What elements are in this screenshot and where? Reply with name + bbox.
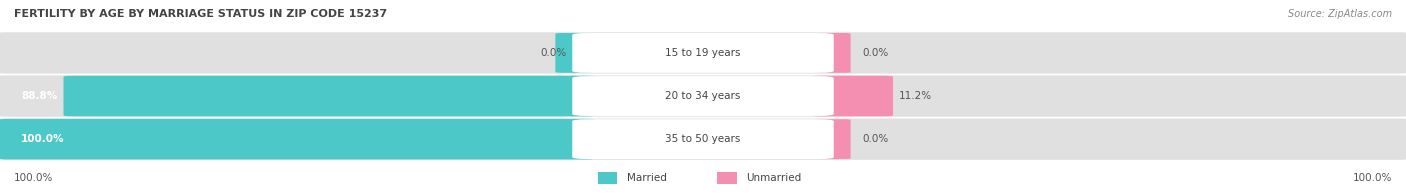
Text: 15 to 19 years: 15 to 19 years	[665, 48, 741, 58]
FancyBboxPatch shape	[572, 76, 834, 116]
Text: 35 to 50 years: 35 to 50 years	[665, 134, 741, 144]
Text: FERTILITY BY AGE BY MARRIAGE STATUS IN ZIP CODE 15237: FERTILITY BY AGE BY MARRIAGE STATUS IN Z…	[14, 9, 387, 19]
FancyBboxPatch shape	[0, 75, 1406, 117]
FancyBboxPatch shape	[555, 33, 592, 73]
FancyBboxPatch shape	[814, 119, 851, 159]
FancyBboxPatch shape	[598, 172, 617, 184]
Text: 100.0%: 100.0%	[21, 134, 65, 144]
FancyBboxPatch shape	[0, 119, 595, 160]
Text: Unmarried: Unmarried	[747, 173, 801, 183]
FancyBboxPatch shape	[572, 119, 834, 159]
Text: 88.8%: 88.8%	[21, 91, 58, 101]
FancyBboxPatch shape	[63, 76, 595, 116]
FancyBboxPatch shape	[717, 172, 737, 184]
Text: 0.0%: 0.0%	[862, 48, 889, 58]
FancyBboxPatch shape	[811, 76, 893, 116]
Text: 100.0%: 100.0%	[14, 173, 53, 183]
Text: 20 to 34 years: 20 to 34 years	[665, 91, 741, 101]
FancyBboxPatch shape	[814, 33, 851, 73]
Text: Source: ZipAtlas.com: Source: ZipAtlas.com	[1288, 9, 1392, 19]
FancyBboxPatch shape	[572, 33, 834, 73]
FancyBboxPatch shape	[0, 32, 1406, 74]
Text: 11.2%: 11.2%	[898, 91, 932, 101]
Text: 0.0%: 0.0%	[862, 134, 889, 144]
Text: 100.0%: 100.0%	[1353, 173, 1392, 183]
Text: 0.0%: 0.0%	[540, 48, 567, 58]
Text: Married: Married	[627, 173, 666, 183]
FancyBboxPatch shape	[0, 118, 1406, 160]
